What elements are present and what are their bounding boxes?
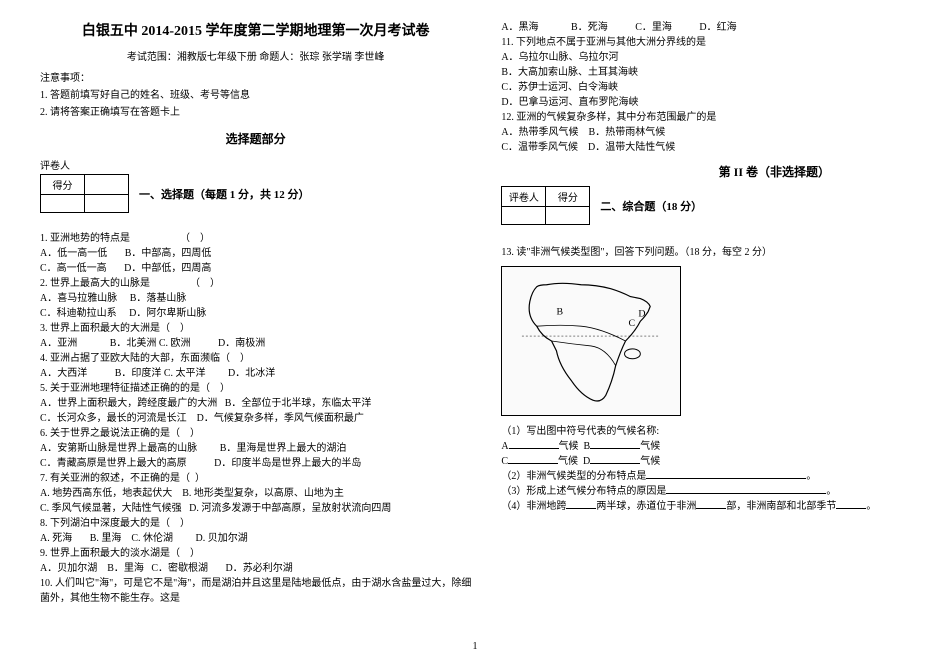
score-cell-blank3 [85, 195, 129, 213]
score-cell: 得分 [546, 187, 590, 207]
q13-line: A气候 B气候 [501, 439, 910, 454]
score-table-right: 评卷人 得分 [501, 186, 590, 225]
q-line: 4. 亚洲占据了亚欧大陆的大部，东面濒临（ ） [40, 351, 471, 366]
map-label-b: B [557, 306, 564, 317]
q-line: C．长河众多，最长的河流是长江 D．气候复杂多样，季风气候面积最广 [40, 411, 471, 426]
q-line: A．安第斯山脉是世界上最高的山脉 B．里海是世界上最大的湖泊 [40, 441, 471, 456]
q-line: A．低一高一低 B．中部高，四周低 [40, 246, 471, 261]
q-line: 1. 亚洲地势的特点是 （ ） [40, 231, 471, 246]
africa-svg: B C D [502, 267, 680, 415]
left-column: 白银五中 2014-2015 学年度第二学期地理第一次月考试卷 考试范围：湘教版… [40, 20, 471, 638]
score-cell-blank2 [41, 195, 85, 213]
q13-intro: 13. 读"非洲气候类型图"，回答下列问题。（18 分，每空 2 分） [501, 245, 910, 260]
q-line: C．青藏高原是世界上最大的高原 D．印度半岛是世界上最大的半岛 [40, 456, 471, 471]
q-line: A．亚洲 B．北美洲 C. 欧洲 D．南极洲 [40, 336, 471, 351]
notice-head: 注意事项： [40, 69, 471, 84]
scorer-cell: 评卷人 [502, 187, 546, 207]
q-line: 10. 人们叫它"海"，可是它不是"海"，而是湖泊并且这里是陆地最低点，由于湖水… [40, 576, 471, 591]
section1-head: 选择题部分 [40, 130, 471, 147]
q-line: C．高一低一高 D．中部低，四周高 [40, 261, 471, 276]
scorer-label-left: 评卷人 [40, 157, 471, 172]
q-line: A．喜马拉雅山脉 B．落基山脉 [40, 291, 471, 306]
section2-head: 第 II 卷（非选择题） [501, 163, 910, 180]
q13-line: （2）非洲气候类型的分布特点是。 [501, 469, 910, 484]
q-line: C．苏伊士运河、白令海峡 [501, 80, 910, 95]
q-line: 菌外，其他生物不能生存。这是 [40, 591, 471, 606]
q-line: C．温带季风气候 D．温带大陆性气候 [501, 140, 910, 155]
q-line: 12. 亚洲的气候复杂多样，其中分布范围最广的是 [501, 110, 910, 125]
section2-sub: 二、综合题（18 分） [600, 198, 702, 214]
blank-cell [502, 207, 546, 225]
q-line: D．巴拿马运河、直布罗陀海峡 [501, 95, 910, 110]
q-line: C．科迪勒拉山系 D．阿尔卑斯山脉 [40, 306, 471, 321]
right-column: A．黑海 B．死海 C．里海 D．红海 11. 下列地点不属于亚洲与其他大洲分界… [501, 20, 910, 638]
exam-title: 白银五中 2014-2015 学年度第二学期地理第一次月考试卷 [40, 20, 471, 40]
score-box-right: 评卷人 得分 二、综合题（18 分） [501, 186, 910, 225]
q-line: A．黑海 B．死海 C．里海 D．红海 [501, 20, 910, 35]
blank-cell [546, 207, 590, 225]
q-line: 7. 有关亚洲的叙述，不正确的是（ ） [40, 471, 471, 486]
q13-line: （4）非洲地跨两半球，赤道位于非洲部，非洲南部和北部季节。 [501, 499, 910, 514]
q-line: 2. 世界上最高大的山脉是 （ ） [40, 276, 471, 291]
q-line: 11. 下列地点不属于亚洲与其他大洲分界线的是 [501, 35, 910, 50]
score-cell-label: 得分 [41, 175, 85, 195]
q-line: 8. 下列湖泊中深度最大的是（ ） [40, 516, 471, 531]
score-box-left: 得分 一、选择题（每题 1 分，共 12 分） [40, 174, 471, 213]
notice-1: 1. 答题前填写好自己的姓名、班级、考号等信息 [40, 86, 471, 101]
q-line: A．贝加尔湖 B．里海 C．密歇根湖 D．苏必利尔湖 [40, 561, 471, 576]
exam-subtitle: 考试范围：湘教版七年级下册 命题人：张琮 张学瑞 李世峰 [40, 48, 471, 63]
map-label-d: D [639, 308, 646, 319]
q-line: A. 地势西高东低，地表起伏大 B. 地形类型复杂，以高原、山地为主 [40, 486, 471, 501]
q-line: A．乌拉尔山脉、乌拉尔河 [501, 50, 910, 65]
q13-line: C气候 D气候 [501, 454, 910, 469]
q-line: 9. 世界上面积最大的淡水湖是（ ） [40, 546, 471, 561]
q-line: 3. 世界上面积最大的大洲是（ ） [40, 321, 471, 336]
q-line: A．世界上面积最大，跨经度最广的大洲 B．全部位于北半球，东临太平洋 [40, 396, 471, 411]
q13-line: （3）形成上述气候分布特点的原因是。 [501, 484, 910, 499]
q-line: 6. 关于世界之最说法正确的是（ ） [40, 426, 471, 441]
notice-2: 2. 请将答案正确填写在答题卡上 [40, 103, 471, 118]
map-label-c: C [629, 318, 636, 329]
q-line: 5. 关于亚洲地理特征描述正确的的是（ ） [40, 381, 471, 396]
q13-line: （1）写出图中符号代表的气候名称: [501, 424, 910, 439]
q-line: A．大西洋 B．印度洋 C. 太平洋 D．北冰洋 [40, 366, 471, 381]
q-line: C. 季风气候显著，大陆性气候强 D. 河流多发源于中部高原，呈放射状流向四周 [40, 501, 471, 516]
section1-sub: 一、选择题（每题 1 分，共 12 分） [139, 186, 310, 202]
page-number: 1 [473, 641, 478, 652]
q-line: A. 死海 B. 里海 C. 休伦湖 D. 贝加尔湖 [40, 531, 471, 546]
score-cell-blank [85, 175, 129, 195]
africa-map: B C D [501, 266, 681, 416]
score-table-left: 得分 [40, 174, 129, 213]
q-line: B．大高加索山脉、土耳其海峡 [501, 65, 910, 80]
q-line: A．热带季风气候 B．热带雨林气候 [501, 125, 910, 140]
